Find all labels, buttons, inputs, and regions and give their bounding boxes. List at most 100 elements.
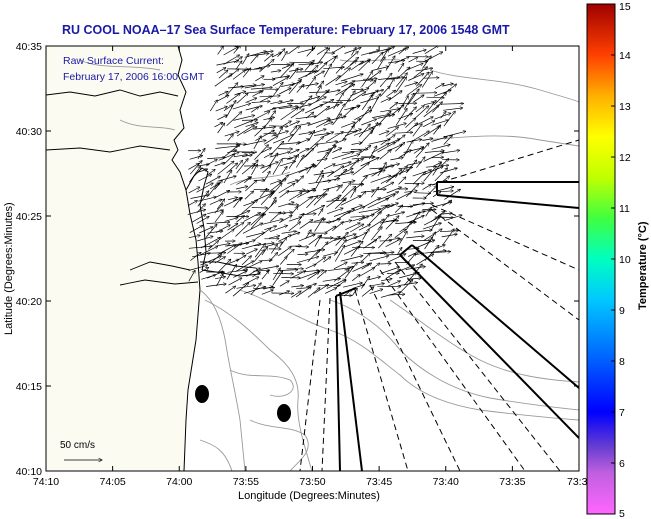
current-vector [423, 105, 440, 118]
current-vector [214, 211, 223, 223]
current-vector [261, 148, 271, 154]
current-vector [253, 180, 265, 181]
current-vector [406, 123, 417, 134]
current-vector [387, 123, 407, 129]
current-vector [200, 256, 221, 266]
current-vector [398, 280, 413, 295]
current-vector [263, 286, 273, 290]
current-vector [386, 203, 398, 209]
current-vector [352, 80, 373, 81]
current-vector [368, 283, 385, 287]
current-vector [223, 55, 240, 65]
current-vector [251, 208, 268, 209]
current-vector [322, 179, 340, 182]
current-vector [377, 57, 385, 70]
current-vector [306, 284, 316, 288]
current-vector [431, 137, 447, 142]
current-vector [387, 144, 402, 152]
current-vector [269, 180, 281, 185]
current-vector [352, 163, 370, 176]
current-vector [440, 111, 446, 119]
current-vector [245, 106, 263, 111]
current-vector [223, 170, 232, 184]
current-vector [208, 241, 218, 250]
current-vector [324, 288, 337, 294]
current-vector [235, 222, 251, 237]
current-vector [296, 257, 319, 264]
current-vector [233, 46, 241, 54]
current-vector [407, 162, 421, 166]
current-vector [380, 49, 388, 62]
current-vector [207, 253, 226, 254]
current-vector [423, 126, 440, 137]
current-vector [386, 281, 400, 287]
current-vector [326, 198, 339, 208]
current-vector [394, 132, 413, 133]
current-vector [218, 229, 234, 241]
current-vector [198, 197, 216, 202]
current-vector [307, 272, 320, 280]
current-vector [197, 169, 207, 173]
current-vector [371, 52, 383, 65]
current-vector [253, 136, 261, 150]
current-vector [250, 107, 259, 113]
current-vector [259, 59, 275, 73]
current-vector [263, 118, 271, 129]
x-tick-label: 73:45 [366, 476, 392, 488]
current-vector [442, 229, 455, 246]
current-vector [412, 131, 430, 142]
current-vector [234, 91, 246, 96]
current-vector [290, 207, 298, 216]
colorbar-tick-label: 12 [619, 152, 631, 164]
current-vector [250, 283, 261, 296]
current-vector [235, 160, 243, 170]
current-vector [245, 98, 257, 103]
current-vector [327, 268, 350, 272]
current-vector [369, 289, 383, 294]
current-vector [424, 251, 446, 254]
current-vector [443, 108, 463, 111]
current-vector [380, 175, 397, 184]
current-vector [263, 54, 273, 62]
current-vector [314, 175, 324, 190]
current-vector [425, 165, 449, 168]
x-tick-label: 73:3 [567, 476, 588, 488]
current-vector [299, 220, 313, 229]
current-vector [289, 121, 300, 126]
current-vector [207, 158, 225, 159]
current-vector [261, 271, 269, 280]
current-vector [288, 46, 300, 55]
current-vector [405, 160, 417, 174]
current-vector [433, 125, 440, 135]
current-vector [378, 77, 400, 80]
sandy-hook-spit [185, 167, 209, 271]
current-vector [379, 73, 392, 88]
current-vector [253, 193, 273, 202]
current-vector [242, 54, 249, 65]
current-vector [341, 122, 355, 128]
current-vector [272, 82, 283, 98]
radar-coverage-lines [299, 139, 579, 471]
current-vector [405, 221, 412, 231]
current-vector [296, 84, 304, 93]
current-vector [242, 261, 263, 271]
current-vector [252, 91, 263, 97]
current-vector [242, 223, 263, 234]
current-vector [197, 191, 209, 207]
current-vector [422, 121, 435, 128]
current-vector [305, 205, 325, 215]
current-vector [385, 127, 399, 137]
current-vector [394, 57, 410, 64]
current-vector [387, 78, 394, 89]
current-vector [236, 158, 249, 174]
current-vector [412, 50, 427, 54]
current-vector [299, 96, 312, 110]
current-vector [351, 119, 361, 128]
colorbar-tick-label: 7 [619, 407, 625, 419]
current-vector [335, 67, 342, 74]
current-vector [334, 245, 345, 262]
scale-label: 50 cm/s [60, 440, 95, 451]
current-vector [296, 176, 304, 184]
current-vector [216, 274, 224, 287]
current-vector [226, 265, 237, 280]
